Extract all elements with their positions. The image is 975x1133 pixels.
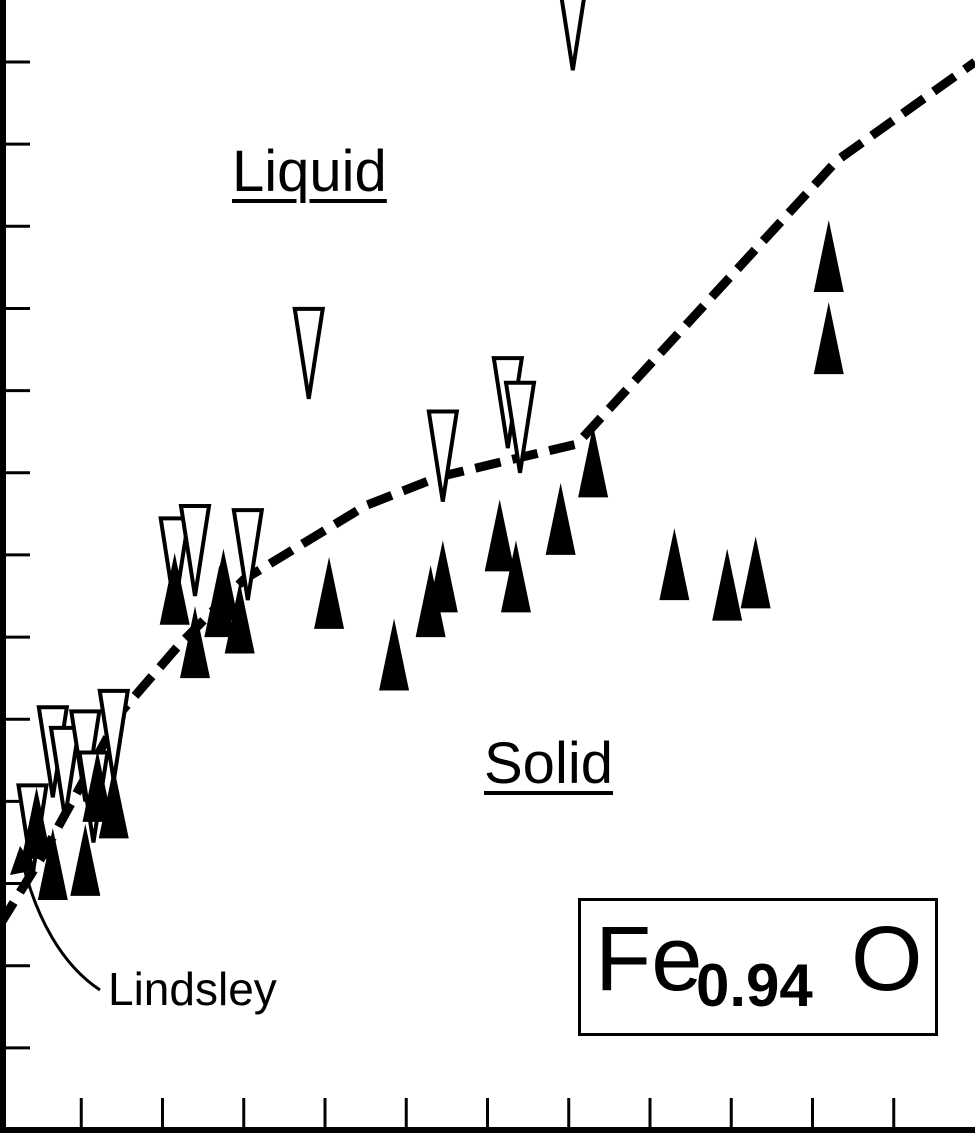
open-triangle-point [178,504,212,597]
filled-triangle-point [180,606,210,679]
filled-triangle-point [98,766,129,839]
filled-triangle-point [82,749,113,822]
filled-triangle-point [545,482,576,555]
open-triangle-point [48,725,82,819]
filled-triangle-point [578,425,609,498]
filled-triangle-point [224,581,255,654]
open-triangle-point [426,409,460,502]
filled-triangle-point [813,302,844,375]
filled-triangle-point [21,786,52,859]
composition-formula-box: Fe 0.94 O [578,898,938,1036]
solid-region-label: Solid [484,731,613,796]
filled-triangle-point [208,548,239,621]
filled-triangle-point [159,552,190,625]
filled-triangle-point [659,528,690,601]
lindsley-pointer-arrow [20,859,101,992]
lindsley-annotation: Lindsley [108,963,277,1015]
filled-triangle-point [314,556,345,629]
formula-element-o: O [851,908,923,1010]
open-triangle-point [559,0,586,71]
open-triangle-point [97,688,131,782]
filled-triangle-point [740,536,771,609]
filled-triangle-point [484,499,515,572]
filled-triangle-point [70,823,101,896]
filled-triangle-point [813,220,844,293]
data-markers [16,0,844,900]
filled-triangle-point [712,548,743,621]
formula-subscript: 0.94 [696,952,813,1019]
open-triangle-point [503,380,537,474]
filled-triangle-point [37,827,68,900]
filled-triangle-point [427,540,458,613]
formula-element-fe: Fe [595,908,703,1010]
open-triangle-point [231,508,265,601]
open-triangle-point [292,306,326,400]
liquid-region-label: Liquid [232,139,387,204]
filled-triangle-point [500,540,531,613]
filled-triangle-point [379,618,410,691]
